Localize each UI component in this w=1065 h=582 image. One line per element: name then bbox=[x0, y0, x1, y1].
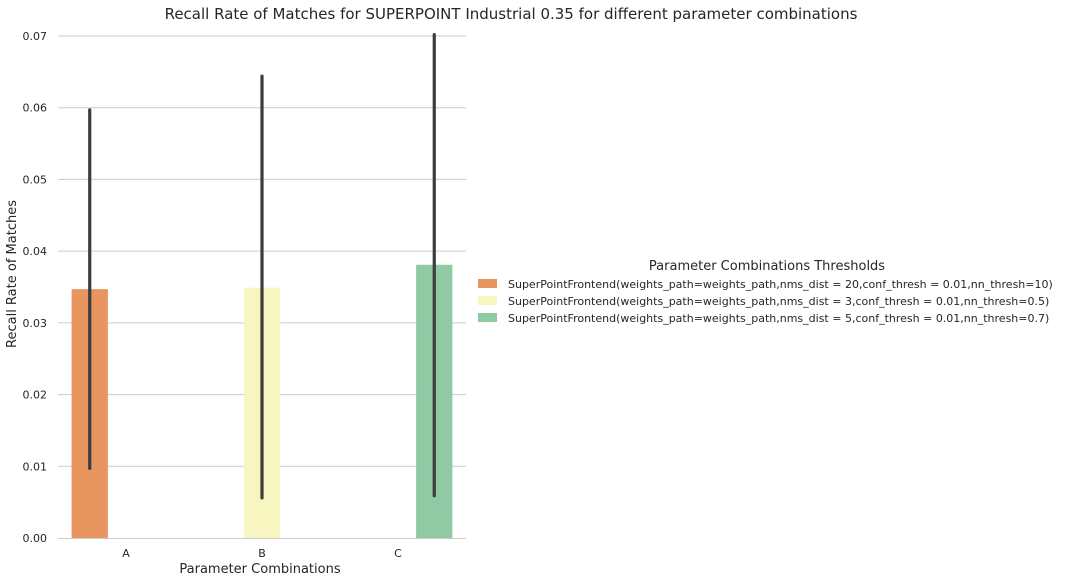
legend-swatch bbox=[478, 313, 497, 322]
legend-label: SuperPointFrontend(weights_path=weights_… bbox=[508, 278, 1053, 291]
y-tick-label: 0.01 bbox=[23, 460, 48, 473]
x-axis-label: Parameter Combinations bbox=[179, 562, 340, 577]
error-bars bbox=[88, 32, 436, 500]
legend-label: SuperPointFrontend(weights_path=weights_… bbox=[508, 295, 1049, 308]
y-tick-label: 0.06 bbox=[23, 102, 48, 115]
y-axis-label: Recall Rate of Matches bbox=[5, 200, 20, 348]
y-tick-label: 0.03 bbox=[23, 317, 48, 330]
y-tick-label: 0.02 bbox=[23, 389, 48, 402]
legend-swatch bbox=[478, 279, 497, 288]
chart-title: Recall Rate of Matches for SUPERPOINT In… bbox=[165, 5, 858, 23]
y-tick-label: 0.05 bbox=[23, 173, 48, 186]
y-tick-label: 0.07 bbox=[23, 30, 48, 43]
x-axis-ticks: A B C bbox=[122, 547, 402, 560]
y-tick-label: 0.04 bbox=[23, 245, 48, 258]
legend-title: Parameter Combinations Thresholds bbox=[649, 259, 885, 274]
legend-swatch bbox=[478, 296, 497, 305]
x-tick-label: A bbox=[122, 547, 130, 560]
x-tick-label: C bbox=[394, 547, 402, 560]
y-axis-ticks: 0.00 0.01 0.02 0.03 0.04 0.05 0.06 0.07 bbox=[23, 30, 48, 545]
legend-label: SuperPointFrontend(weights_path=weights_… bbox=[508, 312, 1049, 325]
x-tick-label: B bbox=[258, 547, 266, 560]
y-tick-label: 0.00 bbox=[23, 532, 48, 545]
legend: Parameter Combinations Thresholds SuperP… bbox=[478, 259, 1053, 325]
